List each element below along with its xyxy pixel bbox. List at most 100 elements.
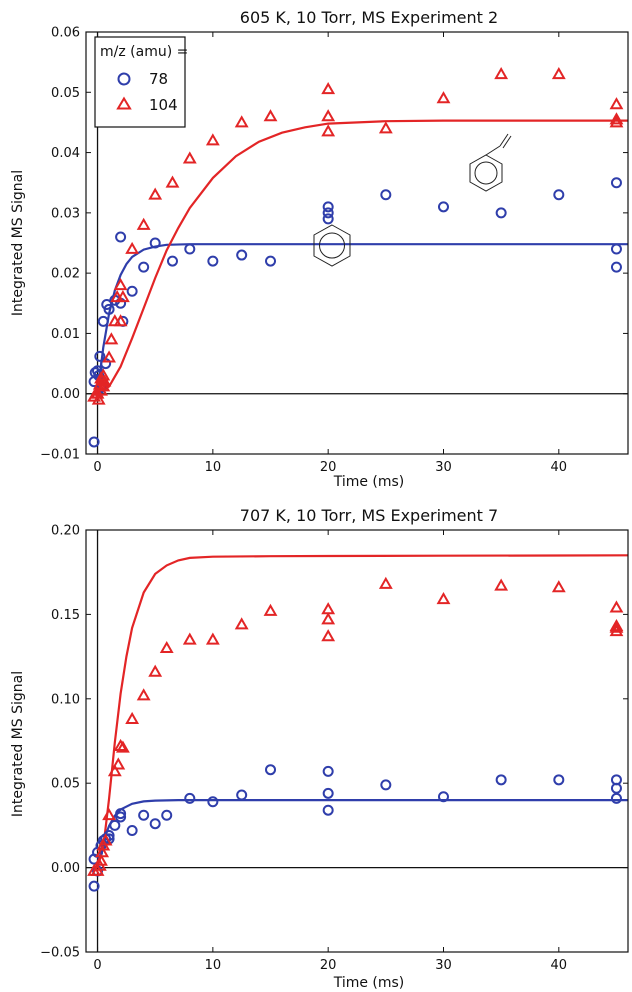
chart-title: 605 K, 10 Torr, MS Experiment 2 bbox=[240, 8, 498, 27]
data-point-78 bbox=[207, 796, 219, 808]
data-point-104 bbox=[94, 853, 108, 866]
data-point-78 bbox=[322, 213, 334, 225]
data-point-104 bbox=[321, 124, 336, 137]
data-point-104 bbox=[165, 175, 180, 188]
fit-curve-78 bbox=[96, 799, 628, 868]
y-tick-label: 0.04 bbox=[51, 146, 80, 161]
data-point-104 bbox=[321, 629, 336, 642]
data-point-78 bbox=[88, 436, 100, 448]
chart-panel-top: 605 K, 10 Torr, MS Experiment 2 Time (ms… bbox=[10, 8, 629, 490]
data-point-78 bbox=[236, 789, 248, 801]
data-point-78 bbox=[380, 779, 392, 791]
y-axis-label: Integrated MS Signal bbox=[10, 671, 26, 817]
data-point-104 bbox=[115, 290, 130, 303]
data-point-78 bbox=[553, 774, 565, 786]
x-axis-label: Time (ms) bbox=[333, 975, 405, 991]
data-point-78 bbox=[553, 189, 565, 201]
axis-ticks: 0 10 20 30 40 −0.05 0.00 0.05 0.10 0.15 0.20 bbox=[40, 524, 628, 973]
x-tick-label: 40 bbox=[551, 460, 568, 475]
data-point-104 bbox=[95, 845, 110, 858]
data-point-104 bbox=[609, 624, 624, 637]
x-tick-label: 30 bbox=[435, 958, 452, 973]
x-tick-label: 0 bbox=[93, 460, 101, 475]
fit-curves bbox=[96, 119, 628, 395]
y-tick-label: 0.05 bbox=[51, 777, 80, 792]
y-tick-label: 0.00 bbox=[51, 387, 80, 402]
data-point-78 bbox=[437, 201, 449, 213]
data-point-78 bbox=[115, 231, 127, 243]
data-point-104 bbox=[97, 374, 112, 387]
data-point-104 bbox=[182, 632, 197, 645]
y-tick-label: 0.15 bbox=[51, 608, 80, 623]
data-point-104 bbox=[321, 82, 336, 95]
data-point-104 bbox=[609, 115, 624, 128]
data-point-78 bbox=[115, 808, 127, 820]
data-point-104 bbox=[436, 591, 451, 605]
data-point-104 bbox=[321, 109, 336, 122]
data-point-78 bbox=[265, 764, 277, 776]
data-point-104 bbox=[551, 580, 566, 593]
data-point-104 bbox=[125, 711, 140, 724]
data-point-104 bbox=[159, 640, 174, 654]
data-point-78 bbox=[495, 207, 507, 219]
data-point-78 bbox=[610, 243, 622, 255]
data-point-104 bbox=[321, 612, 336, 625]
data-point-104 bbox=[136, 688, 151, 701]
data-point-78 bbox=[610, 261, 622, 273]
data-point-78 bbox=[109, 819, 121, 831]
data-point-104 bbox=[102, 808, 116, 821]
y-tick-label: −0.01 bbox=[40, 448, 80, 463]
data-point-78 bbox=[610, 177, 622, 189]
data-point-78 bbox=[495, 774, 507, 786]
data-point-78 bbox=[610, 782, 622, 794]
data-point-78 bbox=[138, 261, 150, 273]
chart-panel-bottom: 707 K, 10 Torr, MS Experiment 7 Time (ms… bbox=[10, 506, 629, 991]
plot-frame bbox=[85, 529, 629, 953]
data-point-104 bbox=[494, 578, 509, 591]
y-tick-label: −0.05 bbox=[40, 946, 80, 961]
data-point-78 bbox=[138, 809, 150, 821]
x-axis-label: Time (ms) bbox=[333, 474, 405, 490]
data-point-104 bbox=[115, 740, 130, 753]
legend-title: m/z (amu) = bbox=[100, 44, 188, 60]
x-tick-label: 0 bbox=[93, 958, 101, 973]
data-point-104 bbox=[98, 833, 113, 846]
data-point-78 bbox=[322, 207, 334, 219]
data-point-104 bbox=[148, 664, 163, 677]
data-point-104 bbox=[609, 600, 624, 613]
data-point-78 bbox=[184, 792, 196, 804]
data-point-78 bbox=[437, 791, 449, 803]
data-point-104 bbox=[494, 66, 509, 80]
data-point-104 bbox=[113, 277, 128, 291]
data-point-104 bbox=[102, 350, 116, 363]
data-point-104 bbox=[234, 617, 249, 630]
data-point-104 bbox=[107, 764, 122, 777]
data-point-78 bbox=[103, 303, 115, 315]
data-point-104 bbox=[234, 115, 249, 128]
data-point-78 bbox=[610, 792, 622, 804]
legend: m/z (amu) = 78 104 bbox=[94, 36, 188, 128]
data-point-104 bbox=[136, 217, 151, 230]
data-point-104 bbox=[609, 97, 624, 110]
data-point-104 bbox=[113, 738, 128, 751]
data-point-104 bbox=[609, 620, 624, 633]
data-point-78 bbox=[380, 189, 392, 201]
data-point-104 bbox=[125, 241, 140, 254]
data-point-104 bbox=[551, 66, 566, 80]
fit-curve-78 bbox=[96, 243, 628, 394]
data-point-78 bbox=[100, 358, 112, 370]
data-point-78 bbox=[115, 811, 127, 823]
data-point-104 bbox=[104, 332, 119, 345]
data-point-104 bbox=[436, 91, 451, 104]
fit-curve-104 bbox=[96, 119, 628, 395]
data-point-78 bbox=[322, 765, 334, 777]
data-point-104 bbox=[205, 133, 220, 146]
data-point-104 bbox=[321, 602, 336, 615]
data-points bbox=[87, 576, 624, 892]
data-point-78 bbox=[322, 787, 334, 799]
y-tick-label: 0.06 bbox=[51, 26, 80, 41]
data-point-104 bbox=[378, 576, 393, 589]
data-point-78 bbox=[166, 255, 178, 267]
data-point-104 bbox=[182, 151, 197, 164]
